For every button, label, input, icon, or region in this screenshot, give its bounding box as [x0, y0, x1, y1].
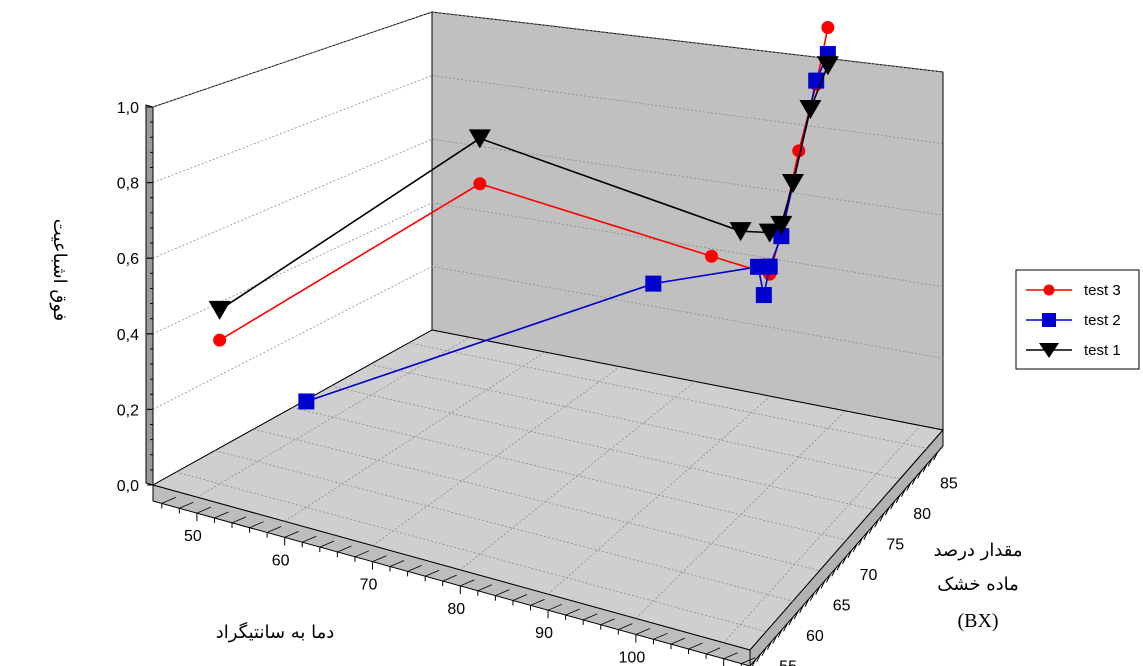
- x-tick-label: 50: [184, 528, 202, 545]
- y-tick-label: 0,0: [117, 478, 139, 495]
- legend-marker: [1039, 343, 1059, 358]
- x-tick-label: 100: [619, 649, 646, 666]
- legend-item: test 3: [1026, 282, 1121, 299]
- data-point: [821, 21, 835, 35]
- y-gridline: [152, 265, 944, 410]
- y-tick-label: 1,0: [117, 100, 139, 117]
- data-point: [729, 222, 752, 242]
- data-point: [213, 333, 227, 347]
- chart-axes: 0,00,20,40,60,81,05060708090100110556065…: [117, 100, 958, 666]
- legend-marker: [1042, 313, 1056, 327]
- x-axis-title: دما به سانتیگراد: [216, 621, 335, 643]
- data-point: [816, 56, 839, 76]
- legend-label: test 3: [1084, 282, 1121, 299]
- data-point: [704, 249, 718, 263]
- x-tick-label: 70: [360, 577, 378, 594]
- y-tick-label: 0,4: [117, 327, 139, 344]
- chart-series: [208, 21, 839, 410]
- data-point: [468, 129, 491, 149]
- floor-right-edge: [749, 428, 944, 666]
- y-tick-label: 0,6: [117, 251, 139, 268]
- data-point: [208, 300, 231, 320]
- z-tick-label: 65: [833, 598, 851, 615]
- left-wall-edge: [145, 104, 154, 486]
- data-point: [645, 275, 662, 292]
- z-axis-title-line-3: (BX): [957, 610, 998, 632]
- y-gridline: [152, 11, 944, 108]
- data-point: [755, 287, 772, 304]
- legend-label: test 2: [1084, 312, 1121, 329]
- data-point: [298, 393, 315, 410]
- y-axis-title: فوق اشباعیت: [49, 219, 70, 321]
- data-point: [773, 228, 790, 245]
- floor-gridline-z: [331, 385, 874, 510]
- floor-front-edge: [152, 484, 751, 666]
- z-axis-title-line-1: مقدار درصد: [933, 540, 1022, 561]
- floor-gridline-x: [723, 425, 921, 643]
- chart-legend: test 3 test 2 test 1: [1015, 269, 1140, 370]
- series-test-1: [208, 56, 839, 320]
- z-axis-title-line-2: ماده خشک: [937, 574, 1019, 595]
- y-tick-label: 0,8: [117, 176, 139, 193]
- data-point: [758, 223, 781, 243]
- data-point: [761, 258, 778, 275]
- z-tick-label: 75: [886, 536, 904, 553]
- data-point: [781, 174, 804, 194]
- data-point: [770, 215, 793, 235]
- floor-gridline-x: [196, 337, 470, 498]
- floor-gridline-x: [635, 410, 846, 619]
- legend-marker: [1043, 284, 1055, 296]
- chart-walls: [145, 11, 944, 666]
- z-tick-label: 85: [940, 475, 958, 492]
- data-point: [799, 100, 822, 120]
- x-tick-label: 80: [447, 601, 465, 618]
- x-tick-label: 60: [272, 552, 290, 569]
- floor-gridline-z: [408, 342, 927, 449]
- legend-label: test 1: [1084, 342, 1121, 359]
- floor-gridline-z: [253, 428, 820, 571]
- data-point: [473, 177, 487, 191]
- floor-gridline-z: [214, 450, 793, 602]
- z-tick-label: 70: [860, 567, 878, 584]
- floor-gridline-z: [176, 471, 767, 633]
- y-tick-label: 0,2: [117, 402, 139, 419]
- z-tick-label: 60: [806, 628, 824, 645]
- z-tick-label: 80: [913, 506, 931, 523]
- legend-item: test 2: [1026, 312, 1121, 329]
- x-tick-label: 90: [535, 625, 553, 642]
- legend-item: test 1: [1026, 342, 1121, 359]
- y-gridline: [152, 138, 944, 259]
- z-tick-label: 55: [779, 659, 797, 666]
- floor-gridline-z: [292, 407, 847, 541]
